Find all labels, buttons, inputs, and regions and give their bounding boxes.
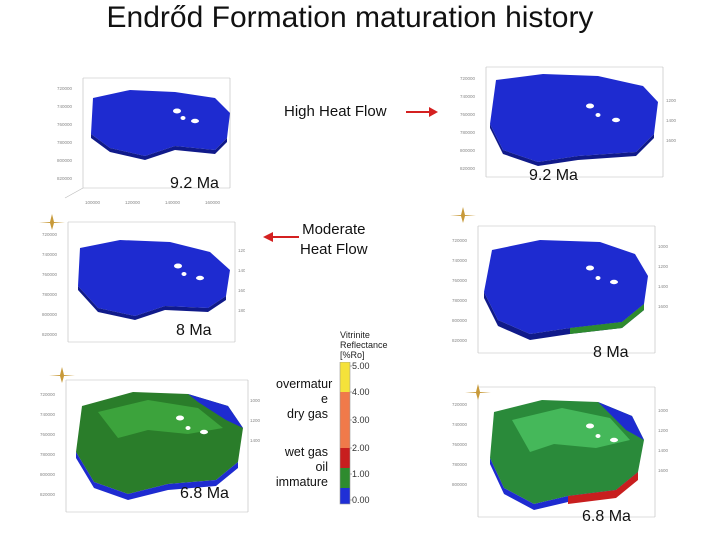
zone-wet-gas: wet gas (284, 445, 328, 459)
svg-text:720000: 720000 (460, 76, 476, 81)
compass-icon (465, 384, 491, 400)
svg-text:800000: 800000 (452, 318, 468, 323)
svg-text:1400: 1400 (666, 118, 677, 123)
svg-text:800000: 800000 (452, 482, 468, 487)
zone-overmature-line2: e (321, 392, 328, 406)
svg-text:800000: 800000 (42, 312, 58, 317)
svg-text:820000: 820000 (460, 166, 476, 171)
svg-text:780000: 780000 (452, 462, 468, 467)
svg-text:1400: 1400 (238, 268, 245, 273)
svg-text:1600: 1600 (658, 304, 669, 309)
zone-overmature-line1: overmatur (276, 377, 333, 391)
map-panel-6-8-ma-high: 720000 740000 760000 780000 800000 1000 1200… (450, 382, 680, 532)
svg-text:160000: 160000 (205, 200, 221, 205)
svg-text:780000: 780000 (42, 292, 58, 297)
legend-title-line3: [%Ro] (340, 350, 365, 360)
arrow-right-icon (406, 107, 438, 117)
age-label: 8 Ma (593, 344, 629, 361)
svg-text:800000: 800000 (460, 148, 476, 153)
svg-text:780000: 780000 (57, 140, 73, 145)
zone-dry-gas: dry gas (287, 407, 328, 421)
map-panel-6-8-ma-moderate: 720000 740000 760000 780000 800000 820000 10… (38, 372, 263, 532)
zone-wet-gas-oil-immature: wet gas oil immature (262, 445, 328, 490)
svg-text:1600: 1600 (238, 288, 245, 293)
svg-text:720000: 720000 (42, 232, 58, 237)
zone-oil: oil (315, 460, 328, 474)
compass-icon (49, 367, 75, 383)
svg-text:780000: 780000 (460, 130, 476, 135)
svg-text:760000: 760000 (452, 442, 468, 447)
vitrinite-color-scale (339, 362, 352, 505)
map-panel-9-2-ma-moderate: 720000 740000 760000 780000 800000 820000 10… (55, 68, 240, 208)
svg-text:1000: 1000 (250, 398, 261, 403)
svg-text:780000: 780000 (40, 452, 56, 457)
legend-tick: 4.00 (352, 387, 370, 397)
age-label: 9.2 Ma (170, 175, 219, 192)
svg-text:740000: 740000 (40, 412, 56, 417)
svg-text:100000: 100000 (85, 200, 101, 205)
page-title: Endrőd Formation maturation history (106, 1, 594, 34)
map-panel-8-ma-moderate: 720000 740000 760000 780000 800000 820000 12… (40, 212, 245, 357)
compass-icon (39, 214, 65, 230)
map-panel-8-ma-high: 720000 740000 760000 780000 800000 820000 10… (450, 218, 680, 368)
svg-text:1200: 1200 (250, 418, 261, 423)
legend-tick: 0.00 (352, 495, 370, 505)
svg-text:1800: 1800 (238, 308, 245, 313)
svg-text:1200: 1200 (238, 248, 245, 253)
legend-tick: 2.00 (352, 443, 370, 453)
legend-tick: 1.00 (352, 469, 370, 479)
svg-text:1000: 1000 (658, 408, 669, 413)
age-label: 6.8 Ma (180, 485, 229, 502)
moderate-heat-flow-line1: Moderate (302, 221, 366, 238)
svg-text:720000: 720000 (452, 402, 468, 407)
svg-text:1000: 1000 (658, 244, 669, 249)
svg-text:760000: 760000 (42, 272, 58, 277)
svg-text:760000: 760000 (460, 112, 476, 117)
svg-text:800000: 800000 (40, 472, 56, 477)
legend-title-line2: Reflectance (340, 340, 388, 350)
zone-overmature-dry-gas: overmatur e dry gas (276, 377, 333, 422)
svg-text:120000: 120000 (125, 200, 141, 205)
zone-immature: immature (275, 475, 328, 489)
svg-text:1400: 1400 (658, 448, 669, 453)
legend-title: Vitrinite Reflectance [%Ro] (340, 330, 388, 360)
svg-text:720000: 720000 (40, 392, 56, 397)
svg-text:740000: 740000 (42, 252, 58, 257)
svg-text:1200: 1200 (658, 428, 669, 433)
moderate-heat-flow-line2: Heat Flow (300, 241, 368, 258)
svg-text:740000: 740000 (460, 94, 476, 99)
arrow-left-icon (263, 232, 299, 242)
svg-text:740000: 740000 (57, 104, 73, 109)
svg-text:1400: 1400 (658, 284, 669, 289)
legend-tick: 5.00 (352, 361, 370, 371)
svg-text:820000: 820000 (40, 492, 56, 497)
svg-text:1200: 1200 (666, 98, 677, 103)
svg-text:760000: 760000 (452, 278, 468, 283)
legend-title-line1: Vitrinite (340, 330, 370, 340)
svg-text:820000: 820000 (42, 332, 58, 337)
svg-text:760000: 760000 (57, 122, 73, 127)
svg-text:1600: 1600 (658, 468, 669, 473)
moderate-heat-flow-label: Moderate Heat Flow (300, 220, 368, 260)
map-panel-9-2-ma-high: 720000 740000 760000 780000 800000 820000 12… (458, 62, 678, 192)
svg-text:140000: 140000 (165, 200, 181, 205)
age-label: 6.8 Ma (582, 508, 631, 525)
compass-icon (450, 207, 476, 223)
legend-tick: 3.00 (352, 415, 370, 425)
svg-text:780000: 780000 (452, 298, 468, 303)
age-label: 9.2 Ma (529, 167, 578, 184)
svg-text:820000: 820000 (57, 176, 73, 181)
svg-text:720000: 720000 (57, 86, 73, 91)
svg-text:800000: 800000 (57, 158, 73, 163)
high-heat-flow-label: High Heat Flow (284, 103, 387, 120)
svg-text:720000: 720000 (452, 238, 468, 243)
svg-text:1200: 1200 (658, 264, 669, 269)
svg-text:740000: 740000 (452, 258, 468, 263)
svg-text:1400: 1400 (250, 438, 261, 443)
svg-text:760000: 760000 (40, 432, 56, 437)
age-label: 8 Ma (176, 322, 212, 339)
svg-text:740000: 740000 (452, 422, 468, 427)
svg-text:1600: 1600 (666, 138, 677, 143)
svg-text:820000: 820000 (452, 338, 468, 343)
